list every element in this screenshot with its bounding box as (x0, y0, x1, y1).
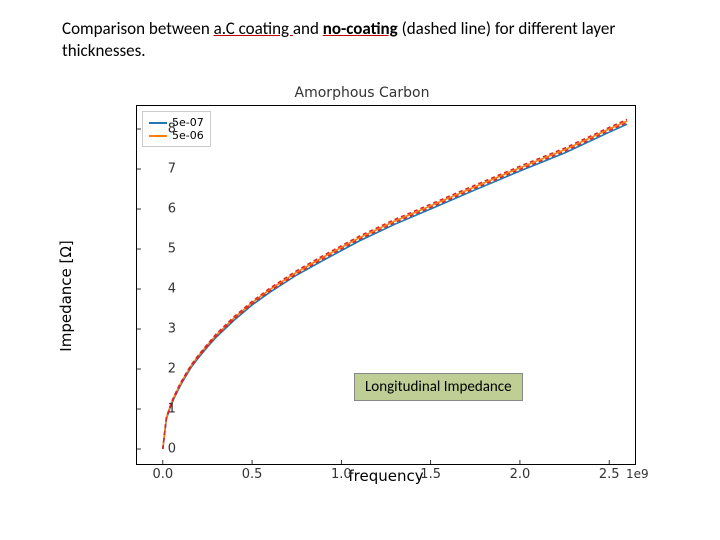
x-tick-label: 2.0 (510, 467, 531, 482)
annotation-longitudinal-impedance: Longitudinal Impedance (354, 373, 523, 401)
y-tick-label: 0 (168, 442, 176, 457)
caption-keyword-no-coating: no-coating (323, 18, 398, 39)
x-tick-label: 0.5 (242, 467, 263, 482)
legend-item: 5e-07 (149, 116, 204, 129)
legend-label: 5e-06 (172, 129, 204, 142)
y-tick-label: 4 (168, 282, 176, 297)
caption-keyword-ac-coating: a.C coating (214, 18, 293, 39)
plot-area: 5e-075e-06 Longitudinal Impedance 0.00.5… (136, 105, 636, 465)
y-axis-label: Impedance [Ω] (57, 240, 75, 351)
caption-prefix: Comparison between (62, 18, 214, 39)
x-axis-offset-text: 1e9 (626, 467, 649, 481)
x-tick-label: 2.5 (599, 467, 620, 482)
legend-item: 5e-06 (149, 129, 204, 142)
x-tick-label: 1.5 (420, 467, 441, 482)
x-tick-label: 1.0 (331, 467, 352, 482)
legend: 5e-075e-06 (142, 111, 211, 147)
legend-label: 5e-07 (172, 116, 204, 129)
chart-container: Amorphous Carbon Impedance [Ω] 5e-075e-0… (88, 85, 636, 507)
y-tick-label: 1 (168, 402, 176, 417)
y-tick-label: 8 (168, 122, 176, 137)
plot-svg (136, 105, 636, 465)
chart-title: Amorphous Carbon (88, 85, 636, 101)
x-axis-label: frequency (136, 467, 636, 485)
y-tick-label: 7 (168, 162, 176, 177)
legend-swatch (149, 135, 167, 137)
y-tick-label: 2 (168, 362, 176, 377)
legend-swatch (149, 122, 167, 124)
y-tick-label: 5 (168, 242, 176, 257)
x-tick-label: 0.0 (152, 467, 173, 482)
caption-mid: and (293, 18, 323, 39)
y-tick-label: 3 (168, 322, 176, 337)
y-tick-label: 6 (168, 202, 176, 217)
caption: Comparison between a.C coating and no-co… (62, 18, 680, 62)
